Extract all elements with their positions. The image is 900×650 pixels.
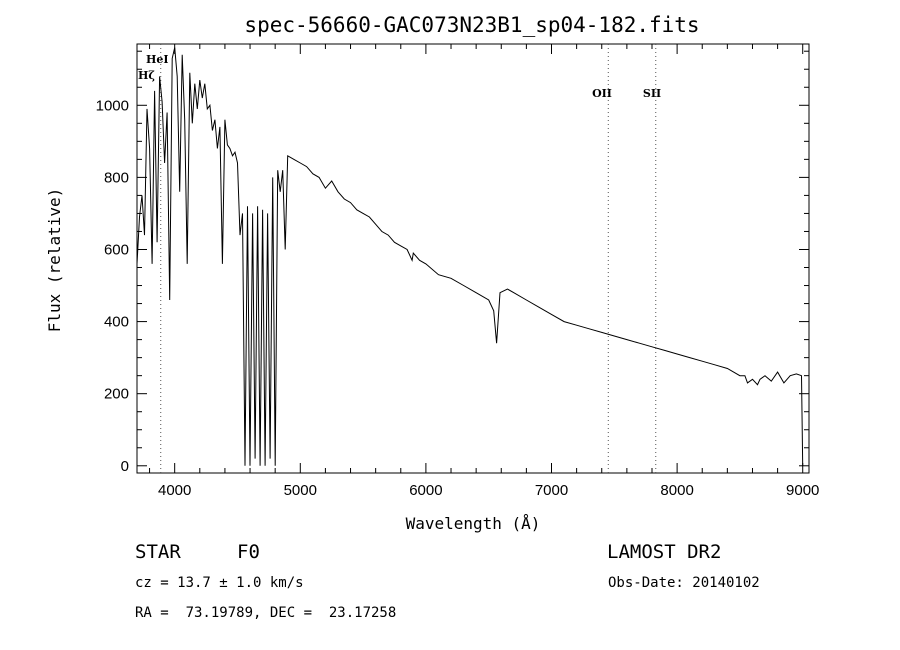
ra-dec-coordinates: RA = 73.19789, DEC = 23.17258 xyxy=(135,605,397,621)
plot-frame xyxy=(136,43,810,474)
axis-ticks: 4000 5000 6000 7000 8000 9000 0 200 400 600 800 100… xyxy=(96,44,819,499)
x-tick-label: 5000 xyxy=(284,482,317,499)
redshift-cz: cz = 13.7 ± 1.0 km/s xyxy=(135,575,304,591)
x-tick-label: 8000 xyxy=(660,482,693,499)
spectrum-line xyxy=(136,47,804,466)
y-tick-label: 400 xyxy=(104,314,129,331)
line-markers: HeI Hζ OII SII xyxy=(138,44,661,473)
line-marker-label: Hζ xyxy=(138,69,155,82)
y-tick-label: 200 xyxy=(104,386,129,403)
object-subclass: F0 xyxy=(237,541,260,563)
chart-title: spec-56660-GAC073N23B1_sp04-182.fits xyxy=(244,13,699,37)
line-marker-label: HeI xyxy=(146,53,169,66)
survey-name: LAMOST DR2 xyxy=(607,541,722,563)
line-marker-label: OII xyxy=(592,87,612,100)
x-tick-label: 4000 xyxy=(158,482,191,499)
y-tick-label: 0 xyxy=(121,458,129,475)
line-marker-label: SII xyxy=(643,87,661,100)
object-class: STAR xyxy=(135,541,181,563)
y-tick-label: 800 xyxy=(104,169,129,186)
y-tick-label: 600 xyxy=(104,241,129,258)
y-axis-label: Flux (relative) xyxy=(45,188,64,333)
observation-date: Obs-Date: 20140102 xyxy=(608,575,760,591)
x-tick-label: 9000 xyxy=(786,482,819,499)
x-tick-label: 7000 xyxy=(535,482,568,499)
y-tick-label: 1000 xyxy=(96,97,129,114)
x-tick-label: 6000 xyxy=(409,482,442,499)
x-axis-label: Wavelength (Å) xyxy=(406,514,541,533)
